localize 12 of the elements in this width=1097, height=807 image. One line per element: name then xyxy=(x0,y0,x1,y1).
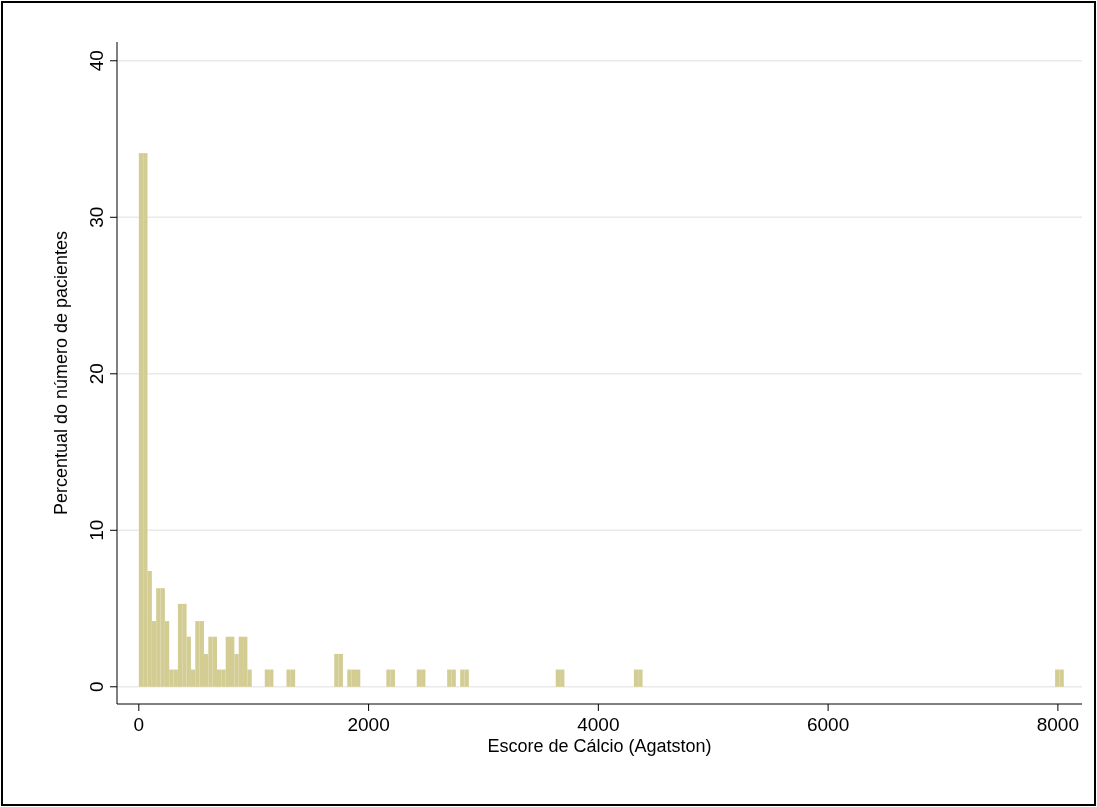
x-tick-label: 6000 xyxy=(806,714,850,735)
y-tick-label: 40 xyxy=(86,50,107,72)
y-tick-label: 30 xyxy=(86,206,107,228)
y-tick-label: 0 xyxy=(86,681,107,693)
y-tick-label: 20 xyxy=(86,363,107,385)
y-axis-title: Percentual do número de pacientes xyxy=(51,230,71,516)
y-tick-label: 10 xyxy=(86,519,107,541)
x-tick-label: 0 xyxy=(133,714,145,735)
x-axis-title: Escore de Cálcio (Agatston) xyxy=(487,736,712,756)
x-tick-label: 4000 xyxy=(577,714,620,735)
x-tick-label: 2000 xyxy=(347,714,390,735)
x-tick-label: 8000 xyxy=(1036,714,1080,735)
